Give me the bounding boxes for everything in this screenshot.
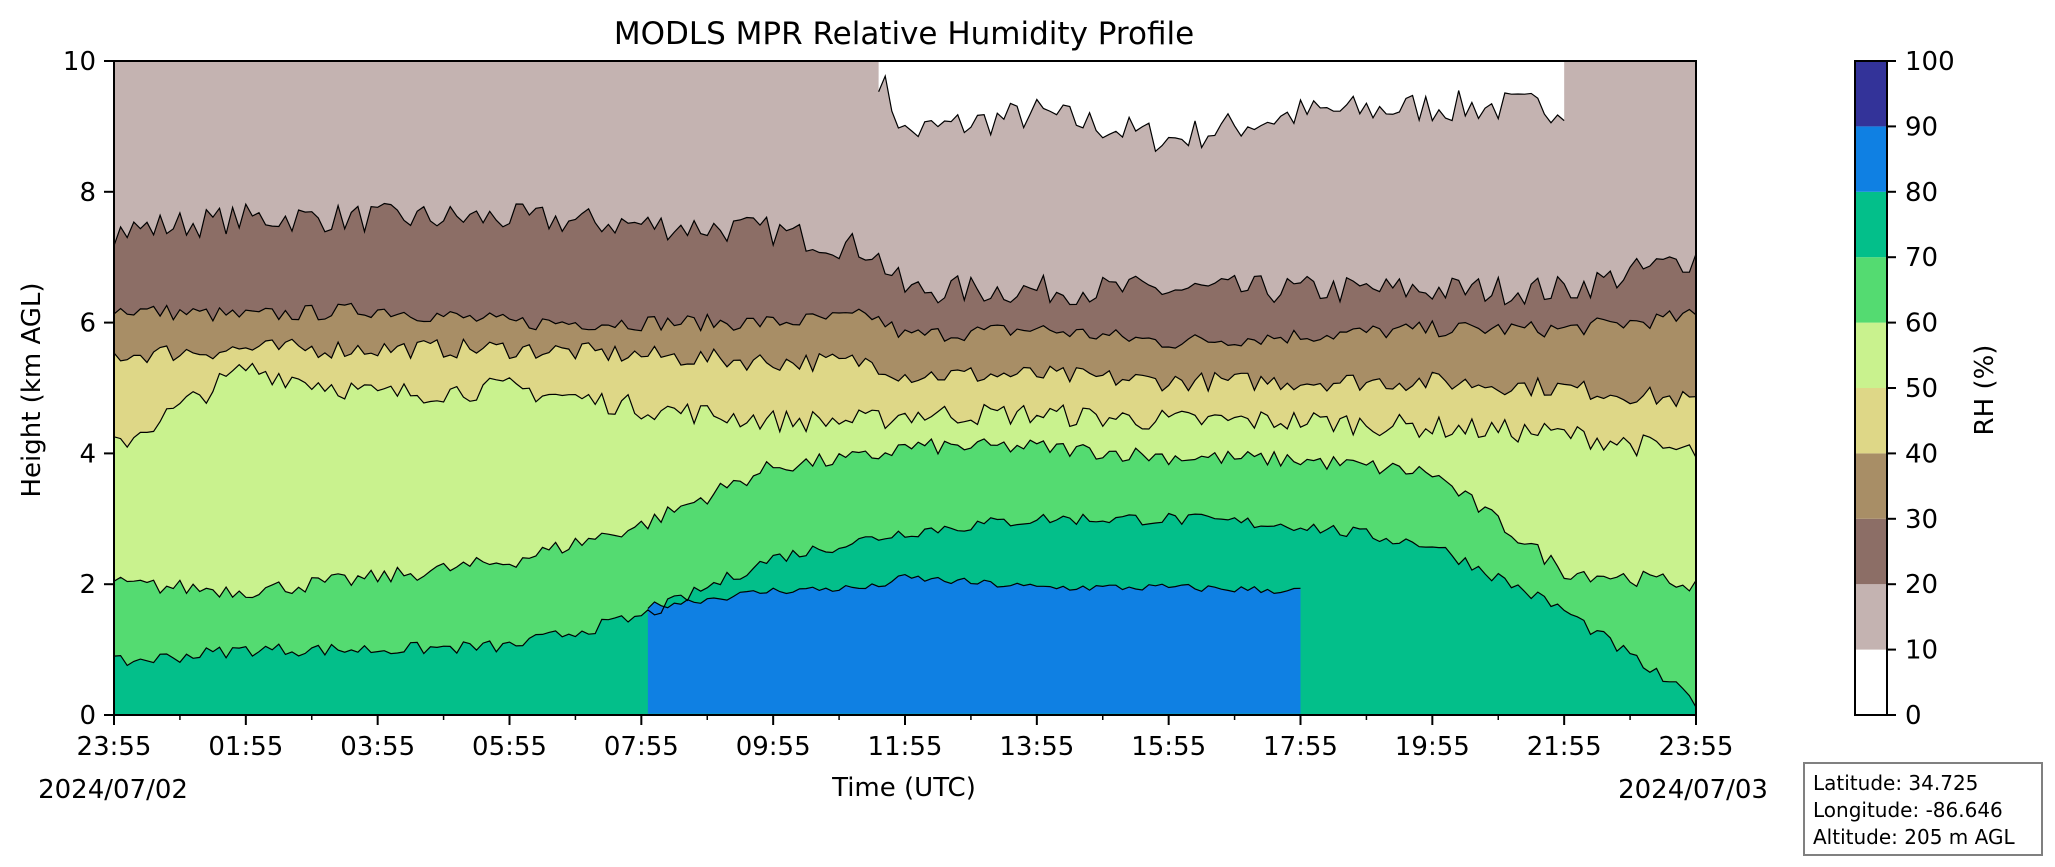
contour-lines bbox=[114, 73, 1696, 708]
band-rh_80 bbox=[647, 574, 1301, 714]
chart-title: MODLS MPR Relative Humidity Profile bbox=[614, 16, 1194, 52]
colorbar-tick-label: 100 bbox=[1905, 47, 1955, 77]
y-axis-ticks: 0 2 4 6 8 10 bbox=[63, 47, 114, 731]
colorbar-swatch bbox=[1855, 191, 1887, 258]
colorbar-tick-label: 90 bbox=[1905, 112, 1938, 142]
colorbar-tick-label: 80 bbox=[1905, 178, 1938, 208]
longitude-text: Longitude: -86.646 bbox=[1813, 798, 2003, 822]
contour-rh_50 bbox=[114, 362, 1696, 458]
contour-rh_30 bbox=[114, 302, 1696, 349]
y-tick-label: 6 bbox=[79, 309, 96, 339]
altitude-text: Altitude: 205 m AGL bbox=[1813, 825, 2015, 849]
colorbar: 0 10 20 30 40 50 60 70 80 90 100 bbox=[1854, 47, 1955, 731]
x-tick-label: 15:55 bbox=[1131, 732, 1206, 762]
colorbar-tick-label: 40 bbox=[1905, 439, 1938, 469]
x-axis-label: Time (UTC) bbox=[831, 773, 976, 803]
colorbar-swatch bbox=[1855, 518, 1887, 585]
y-axis-label: Height (km AGL) bbox=[17, 282, 47, 497]
x-tick-label: 07:55 bbox=[604, 732, 679, 762]
colorbar-swatch bbox=[1855, 322, 1887, 388]
x-axis-ticks: 23:55 01:55 03:55 05:55 07:55 09:55 11:55 13:55… bbox=[77, 715, 1734, 762]
x-tick-label: 19:55 bbox=[1395, 732, 1470, 762]
contour-rh_80 bbox=[647, 573, 1301, 609]
colorbar-tick-label: 10 bbox=[1905, 636, 1938, 666]
x-tick-label: 11:55 bbox=[868, 732, 943, 762]
y-tick-label: 8 bbox=[79, 178, 96, 208]
colorbar-swatch bbox=[1855, 126, 1887, 192]
colorbar-tick-label: 50 bbox=[1905, 374, 1938, 404]
latitude-text: Latitude: 34.725 bbox=[1813, 771, 1979, 795]
colorbar-swatch bbox=[1855, 257, 1887, 323]
y-tick-label: 2 bbox=[79, 570, 96, 600]
station-info-box: Latitude: 34.725 Longitude: -86.646 Alti… bbox=[1803, 762, 2043, 856]
colorbar-tick-label: 60 bbox=[1905, 309, 1938, 339]
y-tick-label: 10 bbox=[63, 47, 96, 77]
x-tick-label: 21:55 bbox=[1527, 732, 1602, 762]
x-tick-label: 09:55 bbox=[736, 732, 811, 762]
colorbar-tick-label: 70 bbox=[1905, 243, 1938, 273]
x-tick-label: 13:55 bbox=[999, 732, 1074, 762]
band-0-10-0 bbox=[878, 61, 1565, 152]
y-tick-label: 4 bbox=[79, 439, 96, 469]
colorbar-label: RH (%) bbox=[1970, 345, 2000, 436]
colorbar-tick-label: 0 bbox=[1905, 701, 1922, 731]
humidity-bands bbox=[114, 61, 1696, 715]
colorbar-swatch bbox=[1855, 649, 1887, 715]
y-tick-label: 0 bbox=[79, 701, 96, 731]
contour-rh_20 bbox=[114, 202, 1696, 306]
contour-rh_70 bbox=[114, 512, 1696, 708]
x-tick-label: 05:55 bbox=[472, 732, 547, 762]
colorbar-swatch bbox=[1855, 388, 1887, 454]
colorbar-swatch bbox=[1855, 453, 1887, 519]
contour-10 bbox=[878, 73, 1565, 153]
x-tick-label: 17:55 bbox=[1263, 732, 1338, 762]
colorbar-tick-label: 20 bbox=[1905, 570, 1938, 600]
x-tick-label: 23:55 bbox=[77, 732, 152, 762]
end-date-label: 2024/07/03 bbox=[1618, 775, 1768, 805]
start-date-label: 2024/07/02 bbox=[38, 775, 188, 805]
x-tick-label: 23:55 bbox=[1659, 732, 1734, 762]
x-tick-label: 01:55 bbox=[208, 732, 283, 762]
contour-rh_60 bbox=[114, 437, 1696, 599]
colorbar-swatch bbox=[1855, 61, 1887, 127]
colorbar-swatch bbox=[1855, 584, 1887, 650]
colorbar-tick-label: 30 bbox=[1905, 505, 1938, 535]
x-tick-label: 03:55 bbox=[340, 732, 415, 762]
contour-rh_40 bbox=[114, 337, 1696, 408]
